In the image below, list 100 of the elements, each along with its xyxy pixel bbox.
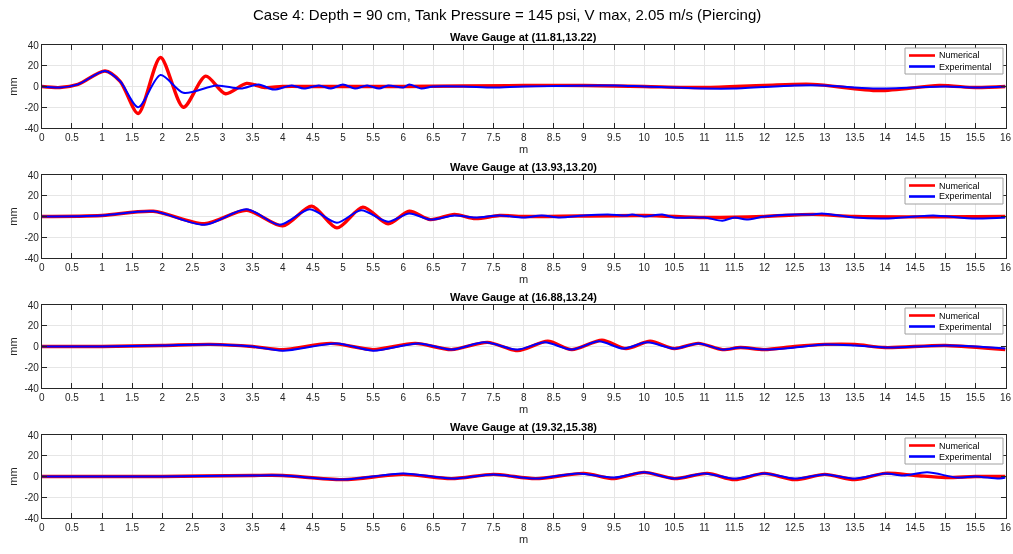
x-tick-label: 16 xyxy=(999,522,1012,533)
x-tick-label: 2.5 xyxy=(185,392,200,403)
x-tick-label: 6 xyxy=(400,522,407,533)
x-tick-label: 1.5 xyxy=(125,522,140,533)
x-tick-label: 10.5 xyxy=(664,392,685,403)
x-tick-label: 6.5 xyxy=(426,392,441,403)
legend-label: Numerical xyxy=(939,181,980,191)
x-tick-label: 7 xyxy=(460,132,467,143)
x-tick-label: 13 xyxy=(819,262,831,273)
y-tick-label: 20 xyxy=(27,450,40,462)
x-tick-label: 9 xyxy=(581,262,588,273)
x-tick-label: 6 xyxy=(400,262,407,273)
x-tick-label: 4.5 xyxy=(305,392,321,403)
x-tick-label: 5 xyxy=(340,132,347,143)
x-tick-label: 2 xyxy=(159,522,166,533)
y-tick-label: 40 xyxy=(27,169,40,181)
x-tick-label: 0.5 xyxy=(64,522,80,533)
x-tick-label: 11 xyxy=(699,392,710,403)
x-tick-label: 4 xyxy=(279,132,286,143)
x-tick-label: 0.5 xyxy=(64,262,80,273)
x-tick-label: 16 xyxy=(999,262,1012,273)
x-tick-label: 11 xyxy=(699,522,710,533)
x-tick-label: 3 xyxy=(219,132,226,143)
y-tick-label: 40 xyxy=(27,299,40,311)
x-tick-label: 14 xyxy=(879,522,892,533)
legend-label: Numerical xyxy=(939,441,980,451)
x-tick-label: 1.5 xyxy=(125,132,140,143)
x-tick-label: 7 xyxy=(460,392,467,403)
x-tick-label: 14.5 xyxy=(905,392,926,403)
x-tick-label: 12 xyxy=(759,262,771,273)
x-tick-label: 8 xyxy=(520,392,527,403)
x-tick-label: 16 xyxy=(999,392,1012,403)
x-tick-label: 1 xyxy=(99,522,106,533)
x-tick-label: 15.5 xyxy=(965,262,986,273)
x-tick-label: 10.5 xyxy=(664,262,685,273)
x-tick-label: 14.5 xyxy=(905,522,926,533)
x-tick-label: 8.5 xyxy=(546,262,562,273)
x-tick-label: 9 xyxy=(581,392,588,403)
x-tick-label: 5 xyxy=(340,262,347,273)
x-tick-label: 14.5 xyxy=(905,132,926,143)
x-tick-label: 14.5 xyxy=(905,262,926,273)
x-tick-label: 7.5 xyxy=(486,132,501,143)
x-tick-label: 9.5 xyxy=(607,392,622,403)
x-tick-label: 7.5 xyxy=(486,262,501,273)
x-tick-label: 5.5 xyxy=(366,262,381,273)
x-tick-label: 13.5 xyxy=(845,132,866,143)
y-tick-label: -40 xyxy=(24,252,40,264)
x-tick-label: 15 xyxy=(939,522,952,533)
x-tick-label: 8 xyxy=(520,522,527,533)
y-tick-label: -20 xyxy=(24,101,40,113)
x-tick-label: 4 xyxy=(279,392,286,403)
chart-title: Case 4: Depth = 90 cm, Tank Pressure = 145 psi, V max, 2.05 m/s (Piercing) xyxy=(253,6,762,23)
y-tick-label: 0 xyxy=(33,211,40,222)
x-tick-label: 7 xyxy=(460,522,467,533)
x-tick-label: 5.5 xyxy=(366,132,381,143)
x-tick-label: 2 xyxy=(159,392,166,403)
chart-title: Wave Gauge at (19.32,15.38) xyxy=(450,421,598,433)
x-tick-label: 1.5 xyxy=(125,262,140,273)
x-tick-label: 4 xyxy=(279,522,286,533)
y-tick-label: -20 xyxy=(24,361,40,373)
x-tick-label: 2.5 xyxy=(185,262,200,273)
legend-label: Experimental xyxy=(939,452,992,462)
x-tick-label: 11 xyxy=(699,132,710,143)
x-tick-label: 2.5 xyxy=(185,522,200,533)
x-tick-label: 11.5 xyxy=(725,132,745,143)
y-tick-label: 40 xyxy=(27,429,40,441)
y-tick-label: 20 xyxy=(27,190,40,202)
x-tick-label: 2.5 xyxy=(185,132,200,143)
x-tick-label: 3.5 xyxy=(245,392,261,403)
chart-title: Wave Gauge at (13.93,13.20) xyxy=(450,161,598,173)
x-tick-label: 12 xyxy=(759,132,771,143)
x-tick-label: 6 xyxy=(400,392,407,403)
x-tick-label: 3 xyxy=(219,522,226,533)
x-tick-label: 13.5 xyxy=(845,392,866,403)
x-tick-label: 7 xyxy=(460,262,467,273)
x-tick-label: 9.5 xyxy=(607,132,622,143)
x-tick-label: 5 xyxy=(340,522,347,533)
y-tick-label: 0 xyxy=(33,471,40,482)
x-tick-label: 15.5 xyxy=(965,522,986,533)
chart-title: Wave Gauge at (16.88,13.24) xyxy=(450,291,598,303)
x-tick-label: 10.5 xyxy=(664,522,685,533)
x-tick-label: 15.5 xyxy=(965,132,986,143)
x-tick-label: 14 xyxy=(879,132,892,143)
x-tick-label: 13 xyxy=(819,392,831,403)
x-axis-title: m xyxy=(519,143,529,155)
x-tick-label: 3.5 xyxy=(245,522,261,533)
x-tick-label: 13.5 xyxy=(845,522,866,533)
x-tick-label: 16 xyxy=(999,132,1012,143)
x-tick-label: 12.5 xyxy=(784,392,805,403)
x-tick-label: 11.5 xyxy=(725,392,745,403)
x-axis-title: m xyxy=(519,273,529,285)
x-tick-label: 6.5 xyxy=(426,132,441,143)
x-tick-label: 8.5 xyxy=(546,392,562,403)
x-tick-label: 3.5 xyxy=(245,262,261,273)
x-tick-label: 12.5 xyxy=(784,522,805,533)
x-tick-label: 14 xyxy=(879,262,892,273)
x-tick-label: 1 xyxy=(99,392,106,403)
x-tick-label: 12 xyxy=(759,522,771,533)
x-tick-label: 0.5 xyxy=(64,132,80,143)
x-tick-label: 1.5 xyxy=(125,392,140,403)
